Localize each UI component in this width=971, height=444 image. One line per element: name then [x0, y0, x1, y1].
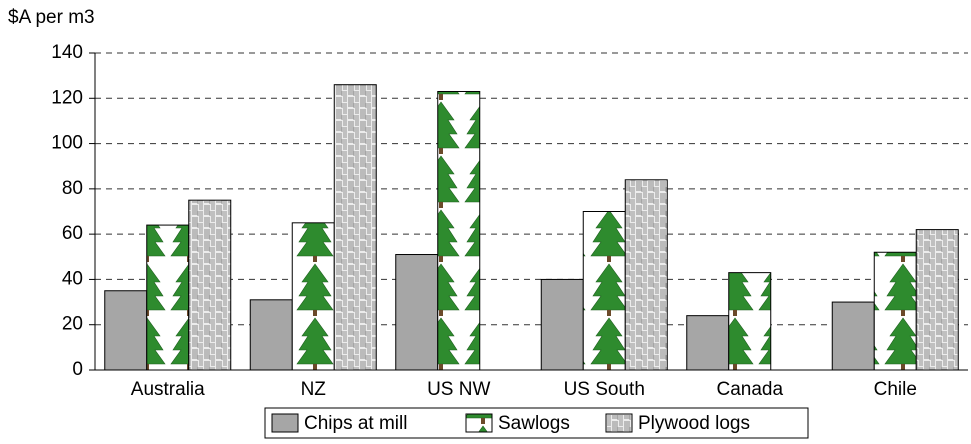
bar [874, 252, 916, 370]
y-tick-label: 120 [51, 87, 83, 108]
x-tick-label: US South [564, 379, 645, 400]
bar [334, 85, 376, 370]
bar [541, 279, 583, 370]
y-tick-label: 140 [51, 42, 83, 63]
bar [687, 316, 729, 370]
chart: $A per m3 0 20 40 60 80 100 120 140 Australia NZ U… [0, 0, 971, 439]
y-tick-label: 60 [62, 223, 83, 244]
bar [625, 180, 667, 370]
bar [292, 223, 334, 370]
legend-label: Chips at mill [304, 413, 407, 434]
y-tick-label: 0 [72, 359, 83, 380]
legend-label: Sawlogs [498, 413, 570, 434]
bar [583, 212, 625, 371]
bar [438, 91, 480, 370]
bar [916, 230, 958, 370]
y-tick-label: 80 [62, 178, 83, 199]
legend-swatch [272, 414, 298, 432]
x-tick-label: Chile [874, 379, 917, 400]
bar [832, 302, 874, 370]
bar [147, 225, 189, 370]
x-tick-label: Australia [131, 379, 205, 400]
legend-label: Plywood logs [638, 413, 750, 434]
x-tick-label: Canada [716, 379, 783, 400]
legend-swatch [606, 414, 632, 432]
x-tick-label: US NW [427, 379, 490, 400]
bar [105, 291, 147, 370]
x-tick-label: NZ [301, 379, 327, 400]
y-tick-label: 20 [62, 314, 83, 335]
bar [396, 255, 438, 370]
bar [729, 273, 771, 370]
axis-label: $A per m3 [8, 7, 95, 28]
y-tick-label: 100 [51, 133, 83, 154]
bar [189, 200, 231, 370]
legend-swatch [466, 414, 492, 432]
y-tick-label: 40 [62, 268, 83, 289]
bar [250, 300, 292, 370]
